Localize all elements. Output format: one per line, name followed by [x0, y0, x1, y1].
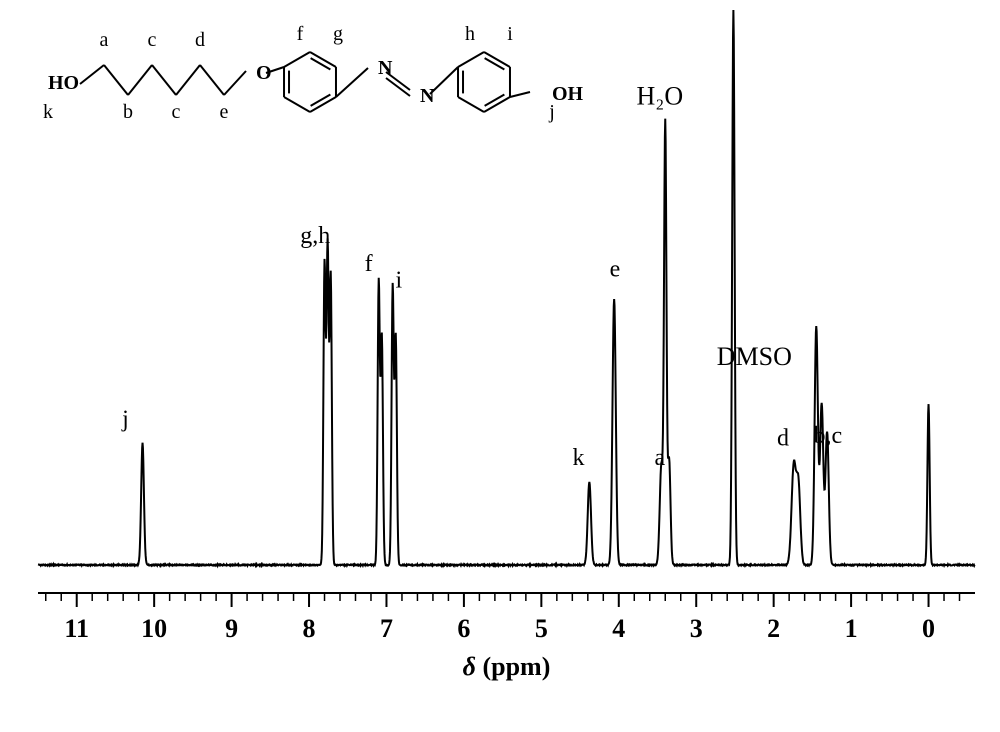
mol-text-oh: OH: [552, 83, 584, 105]
peak-label: b,c: [814, 423, 843, 449]
x-tick-label: 8: [303, 614, 316, 643]
x-tick-label: 2: [767, 614, 780, 643]
peak-label: d: [777, 426, 789, 452]
svg-text:f: f: [297, 23, 304, 45]
svg-text:e: e: [220, 101, 229, 123]
molecule-structure: HOOabccdekfgNNhiOHj: [43, 23, 584, 123]
peak-label: g,h: [300, 223, 330, 249]
nmr-svg: jg,hfikeaH₂ODMSOdb,c01234567891011δ (ppm…: [0, 0, 1000, 732]
svg-text:a: a: [100, 29, 109, 51]
svg-text:c: c: [172, 101, 181, 123]
x-tick-label: 6: [457, 614, 470, 643]
peak-label: H₂O: [637, 81, 684, 110]
peak-label: f: [365, 251, 373, 277]
svg-text:i: i: [507, 23, 513, 45]
peak-label: j: [121, 406, 129, 432]
peak-label: k: [573, 445, 585, 471]
mol-text-ho: HO: [48, 72, 79, 94]
x-tick-label: 3: [690, 614, 703, 643]
x-tick-label: 0: [922, 614, 935, 643]
x-tick-label: 1: [845, 614, 858, 643]
x-axis-label: δ (ppm): [463, 652, 551, 681]
x-tick-label: 10: [141, 614, 167, 643]
peak-label: a: [654, 445, 665, 471]
x-tick-label: 11: [64, 614, 89, 643]
svg-text:k: k: [43, 101, 53, 123]
x-tick-label: 4: [612, 614, 625, 643]
svg-text:d: d: [195, 29, 205, 51]
peak-label: DMSO: [717, 342, 792, 371]
svg-text:N: N: [420, 85, 435, 107]
svg-text:j: j: [548, 101, 555, 123]
svg-text:h: h: [465, 23, 475, 45]
nmr-figure: jg,hfikeaH₂ODMSOdb,c01234567891011δ (ppm…: [0, 0, 1000, 732]
mol-text-o: O: [256, 62, 272, 84]
x-tick-label: 7: [380, 614, 393, 643]
peak-label: i: [396, 268, 403, 294]
svg-text:g: g: [333, 23, 343, 45]
peak-label: e: [610, 256, 621, 282]
svg-text:c: c: [148, 29, 157, 51]
x-tick-label: 9: [225, 614, 238, 643]
x-tick-label: 5: [535, 614, 548, 643]
svg-text:b: b: [123, 101, 133, 123]
